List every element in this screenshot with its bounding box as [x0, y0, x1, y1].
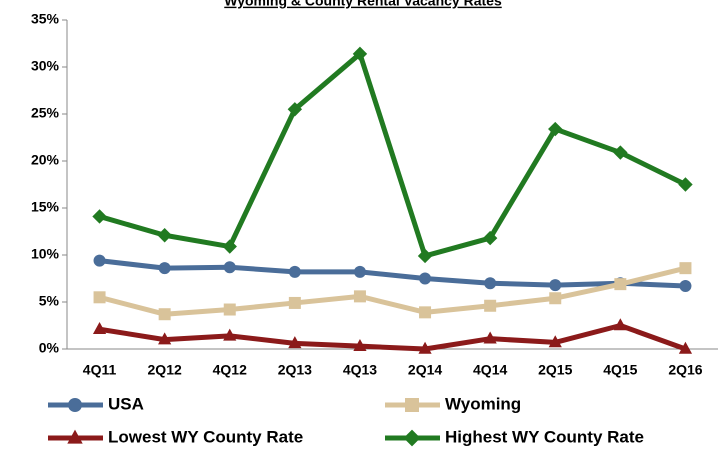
marker [419, 306, 432, 319]
marker [483, 331, 497, 344]
series-line [99, 258, 686, 289]
marker [418, 341, 432, 354]
marker [288, 296, 301, 309]
marker [613, 318, 627, 331]
series-line [99, 323, 687, 352]
legend-label: Highest WY County Rate [445, 427, 644, 446]
legend-label: Lowest WY County Rate [108, 427, 303, 446]
marker [92, 209, 107, 224]
x-tick-label: 2Q15 [538, 362, 572, 378]
marker [158, 332, 172, 345]
marker [223, 303, 236, 316]
legend-label: Wyoming [445, 394, 521, 413]
legend-marker [403, 429, 421, 447]
y-tick-label: 30% [31, 58, 60, 74]
legend-marker [68, 398, 82, 412]
marker [288, 336, 302, 349]
marker [419, 272, 432, 285]
marker [157, 228, 172, 243]
marker [92, 322, 107, 335]
marker [678, 177, 693, 192]
marker [353, 265, 366, 278]
marker [158, 262, 171, 275]
x-tick-label: 2Q12 [148, 362, 182, 378]
series-line [98, 265, 687, 317]
marker [158, 308, 171, 321]
y-tick-label: 35% [31, 11, 60, 27]
marker [549, 279, 562, 292]
y-tick-label: 25% [31, 105, 60, 121]
series-line [98, 51, 687, 259]
y-tick-label: 20% [31, 152, 60, 168]
marker [288, 265, 301, 278]
x-tick-label: 2Q16 [668, 362, 702, 378]
marker [223, 261, 236, 274]
x-tick-label: 4Q12 [213, 362, 247, 378]
marker [484, 277, 497, 290]
x-tick-label: 4Q15 [603, 362, 637, 378]
marker [353, 338, 367, 351]
x-tick-label: 2Q14 [408, 362, 442, 378]
y-tick-label: 0% [39, 340, 60, 356]
chart-title: Wyoming & County Rental Vacancy Rates [224, 0, 502, 9]
marker [548, 121, 563, 137]
marker [679, 280, 692, 293]
marker [548, 335, 562, 348]
marker [613, 145, 628, 160]
marker [287, 102, 303, 117]
marker [679, 262, 692, 275]
y-tick-label: 15% [31, 199, 60, 215]
y-tick-label: 5% [39, 293, 60, 309]
marker [353, 290, 366, 303]
legend-marker [405, 398, 419, 412]
marker [93, 254, 106, 267]
marker [614, 278, 627, 291]
marker [223, 328, 237, 341]
x-tick-label: 4Q11 [83, 362, 117, 378]
marker [222, 239, 237, 254]
y-tick-label: 10% [31, 246, 60, 262]
x-tick-label: 4Q13 [343, 362, 377, 378]
marker [678, 341, 693, 354]
x-tick-label: 2Q13 [278, 362, 312, 378]
marker [417, 248, 433, 264]
marker [93, 291, 106, 304]
marker [352, 46, 368, 62]
legend-marker [67, 429, 83, 444]
x-tick-label: 4Q14 [473, 362, 507, 378]
marker [484, 299, 497, 312]
legend-label: USA [108, 394, 144, 413]
marker [549, 292, 562, 305]
marker [482, 230, 498, 246]
